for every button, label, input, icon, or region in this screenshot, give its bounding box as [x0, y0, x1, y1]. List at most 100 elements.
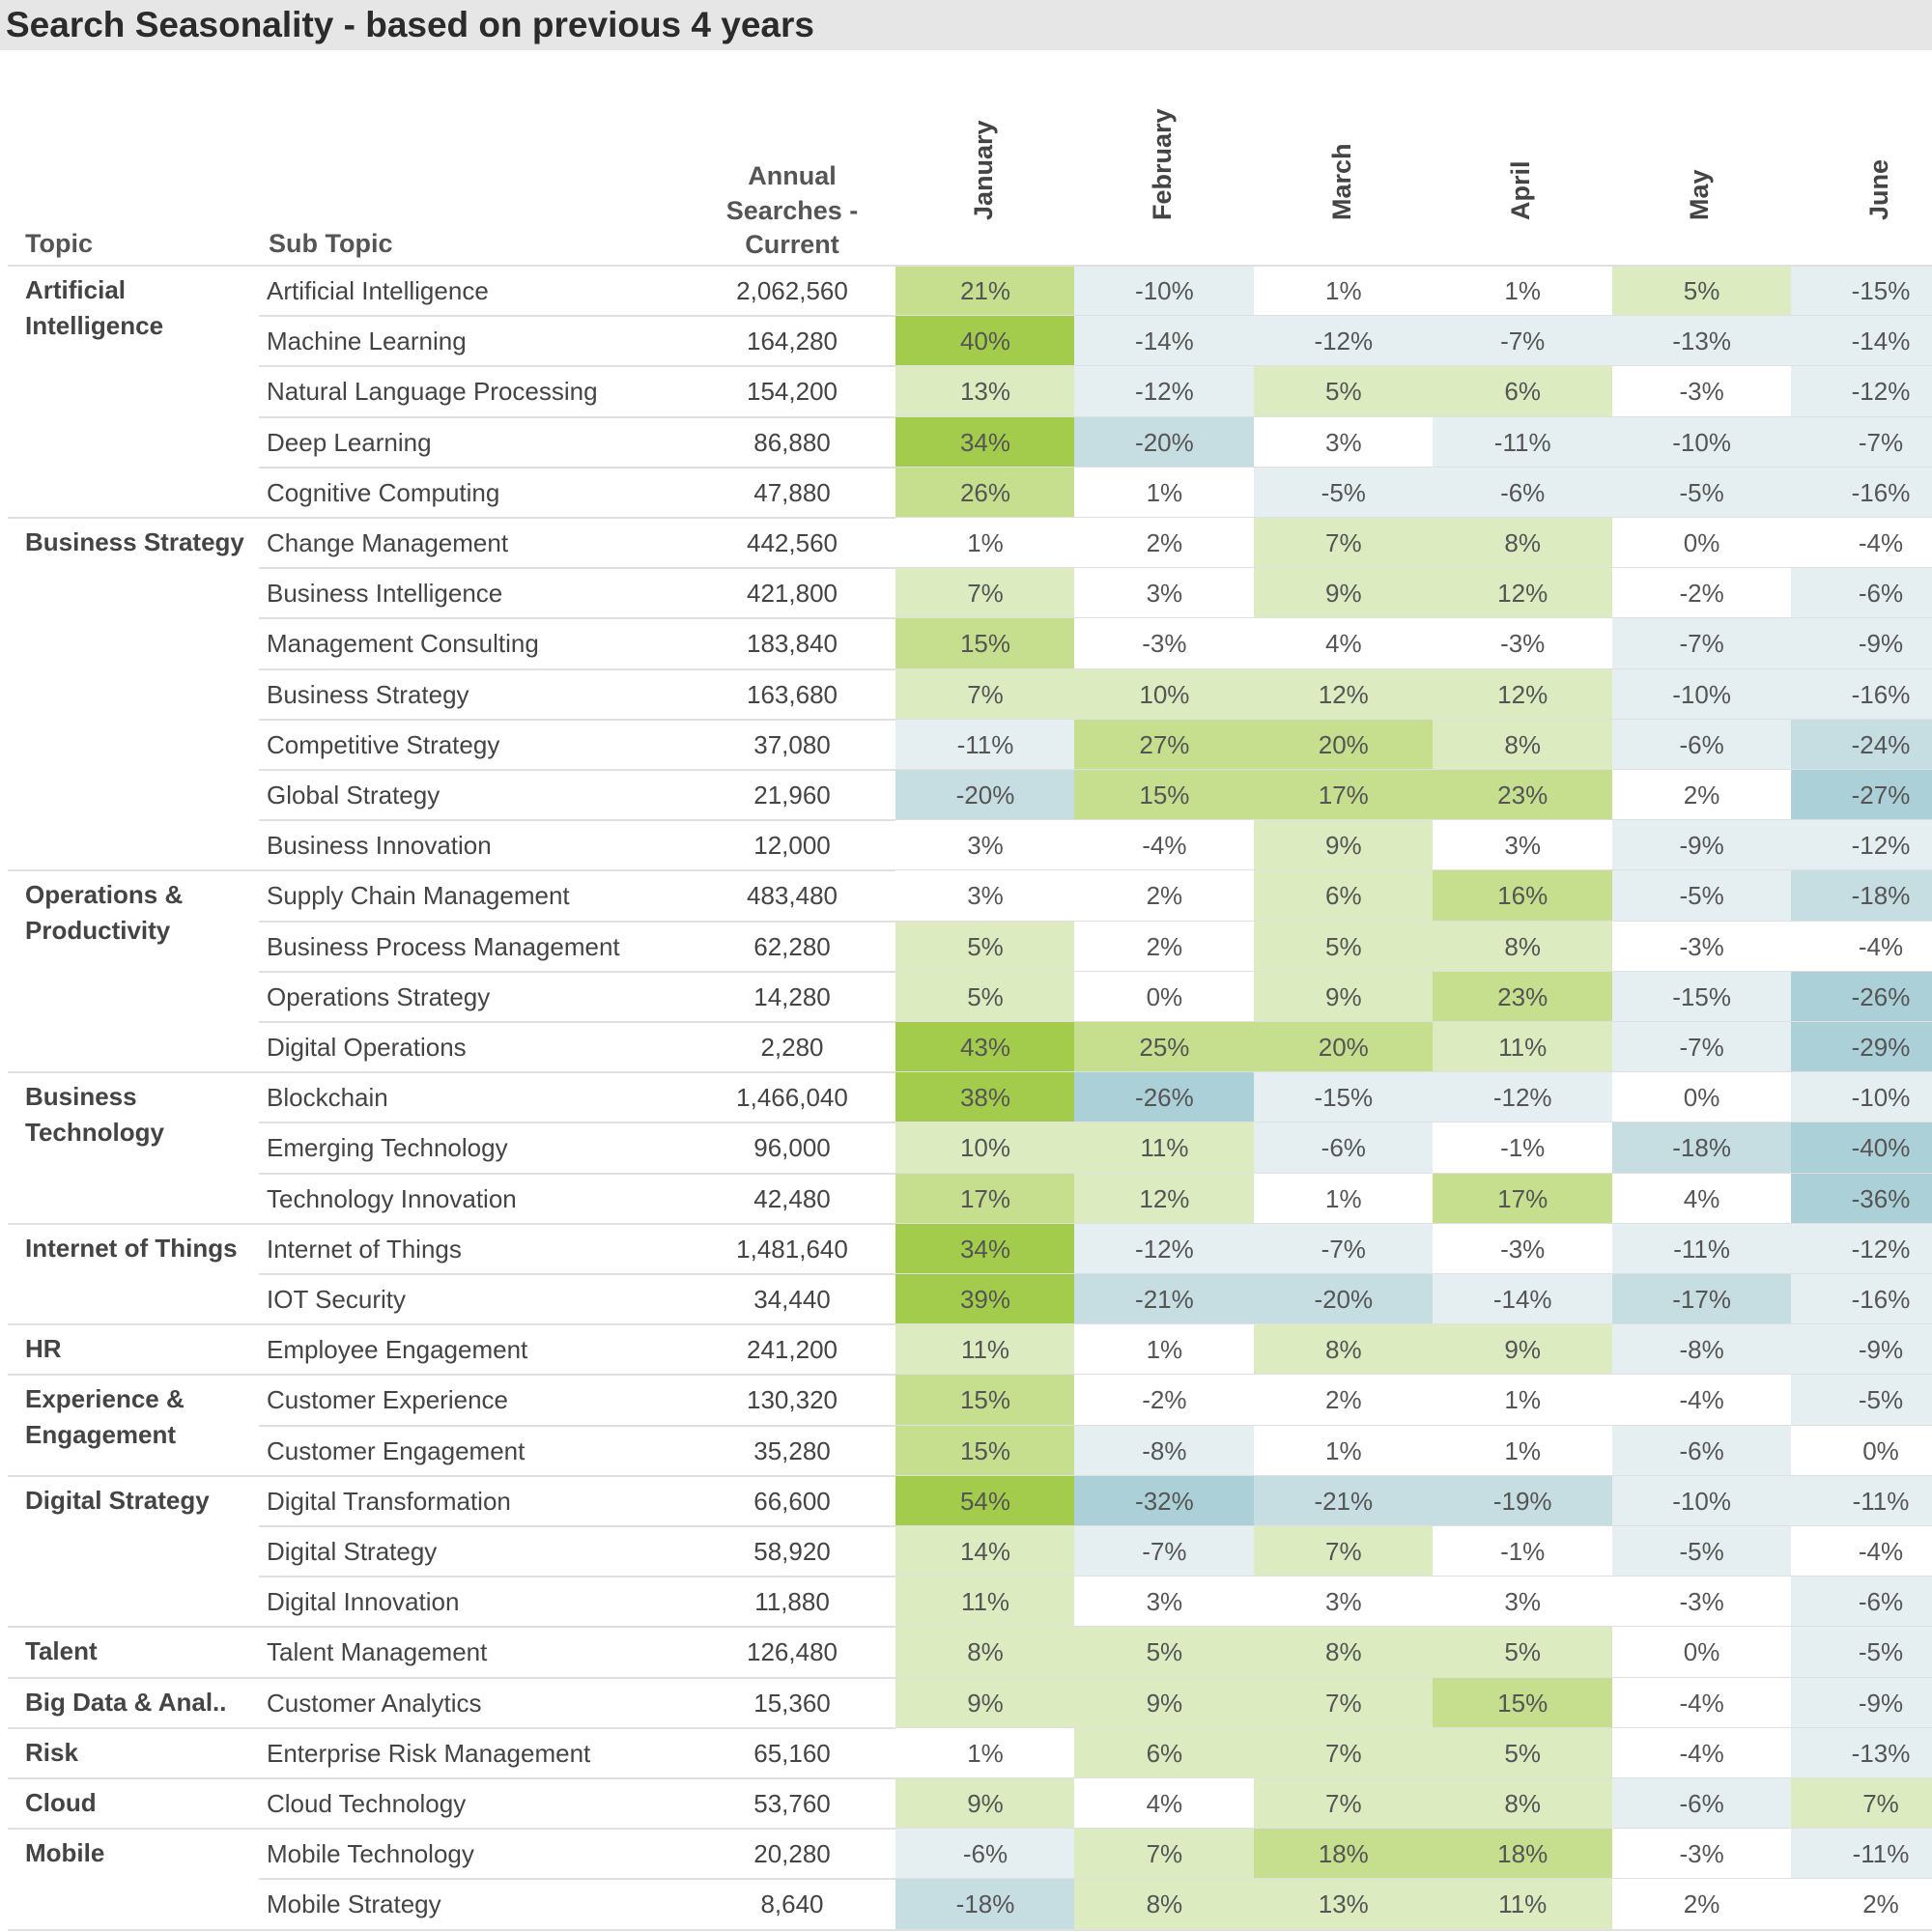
- seasonality-cell: -7%: [1253, 1223, 1434, 1274]
- seasonality-cell: -12%: [1791, 820, 1932, 871]
- seasonality-cell: 7%: [1253, 518, 1434, 569]
- seasonality-cell: -3%: [1611, 366, 1792, 417]
- seasonality-cell: -12%: [1791, 1223, 1932, 1274]
- seasonality-cell: 8%: [1433, 518, 1613, 569]
- seasonality-cell: 14%: [895, 1526, 1075, 1577]
- seasonality-cell: -6%: [895, 1829, 1075, 1880]
- seasonality-cell: -6%: [1791, 568, 1932, 619]
- seasonality-cell: 1%: [1253, 1173, 1434, 1224]
- seasonality-cell: -8%: [1074, 1425, 1255, 1476]
- topic-label: HR: [25, 1334, 62, 1364]
- seasonality-cell: 2%: [1791, 1879, 1932, 1930]
- seasonality-cell: 11%: [1074, 1122, 1255, 1174]
- annual-searches-value: 35,280: [753, 1435, 831, 1465]
- seasonality-cell: 43%: [895, 1022, 1075, 1073]
- sub-topic-label: Customer Experience: [267, 1385, 508, 1415]
- seasonality-cell: -7%: [1611, 618, 1792, 669]
- seasonality-cell: -13%: [1611, 316, 1792, 367]
- annual-searches-value: 86,880: [753, 427, 831, 457]
- annual-searches-value: 20,280: [753, 1839, 831, 1869]
- topic-label: Experience & Engagement: [25, 1384, 185, 1450]
- seasonality-cell: 8%: [1074, 1879, 1255, 1930]
- seasonality-cell: -15%: [1253, 1072, 1434, 1123]
- seasonality-cell: 1%: [1253, 266, 1434, 317]
- seasonality-cell: -4%: [1074, 820, 1255, 871]
- topic-label: Risk: [25, 1737, 78, 1767]
- topic-label: Business Technology: [25, 1082, 164, 1148]
- topic-label: Talent: [25, 1636, 98, 1666]
- topic-label: Cloud: [25, 1788, 97, 1817]
- seasonality-cell: -15%: [1791, 266, 1932, 317]
- seasonality-cell: -21%: [1253, 1475, 1434, 1526]
- sub-topic-label: Business Process Management: [267, 931, 620, 961]
- seasonality-cell: -19%: [1433, 1475, 1613, 1526]
- seasonality-cell: -2%: [1074, 1375, 1255, 1426]
- sub-topic-label: Technology Innovation: [267, 1183, 517, 1213]
- annual-searches-value: 12,000: [753, 831, 831, 861]
- seasonality-cell: -3%: [1433, 1223, 1613, 1274]
- seasonality-cell: -4%: [1791, 518, 1932, 569]
- month-header: February: [1148, 108, 1178, 220]
- annual-searches-value: 154,200: [747, 377, 838, 407]
- sub-topic-label: Supply Chain Management: [267, 881, 570, 911]
- seasonality-cell: 7%: [1253, 1526, 1434, 1577]
- seasonality-cell: 7%: [1253, 1677, 1434, 1728]
- seasonality-cell: 18%: [1433, 1829, 1613, 1880]
- annual-searches-value: 241,200: [747, 1335, 838, 1365]
- seasonality-cell: -11%: [1611, 1223, 1792, 1274]
- sub-topic-label: Customer Analytics: [267, 1688, 482, 1718]
- seasonality-cell: -3%: [1611, 921, 1792, 972]
- seasonality-cell: -24%: [1791, 719, 1932, 770]
- seasonality-cell: 7%: [895, 668, 1075, 720]
- sub-topic-label: Artificial Intelligence: [267, 276, 489, 305]
- annual-searches-value: 53,760: [753, 1789, 831, 1818]
- header-topic: Topic: [25, 229, 93, 258]
- seasonality-cell: 1%: [1433, 266, 1613, 317]
- annual-searches-value: 421,800: [747, 579, 838, 609]
- seasonality-cell: 5%: [1074, 1627, 1255, 1678]
- annual-searches-value: 8,640: [760, 1889, 824, 1919]
- seasonality-cell: 26%: [895, 467, 1075, 518]
- seasonality-cell: 9%: [1074, 1677, 1255, 1728]
- seasonality-cell: -7%: [1611, 1022, 1792, 1073]
- sub-topic-label: Talent Management: [267, 1637, 488, 1667]
- seasonality-cell: 3%: [1433, 1577, 1613, 1628]
- seasonality-cell: 4%: [1074, 1778, 1255, 1830]
- seasonality-cell: 7%: [1791, 1778, 1932, 1830]
- seasonality-cell: 3%: [1253, 1577, 1434, 1628]
- seasonality-cell: -12%: [1433, 1072, 1613, 1123]
- header-annual-line-2: Searches -: [725, 196, 859, 225]
- annual-searches-value: 1,481,640: [736, 1234, 848, 1264]
- seasonality-cell: -10%: [1611, 1475, 1792, 1526]
- seasonality-cell: -2%: [1611, 568, 1792, 619]
- seasonality-cell: -3%: [1074, 618, 1255, 669]
- seasonality-cell: -16%: [1791, 467, 1932, 518]
- month-header: January: [968, 120, 998, 220]
- seasonality-cell: -16%: [1791, 1274, 1932, 1325]
- seasonality-cell: 54%: [895, 1475, 1075, 1526]
- seasonality-cell: 3%: [895, 820, 1075, 871]
- sub-topic-label: Emerging Technology: [267, 1133, 508, 1163]
- seasonality-cell: 10%: [1074, 668, 1255, 720]
- seasonality-cell: 17%: [895, 1173, 1075, 1224]
- sub-topic-label: Internet of Things: [267, 1234, 462, 1264]
- seasonality-cell: -11%: [895, 719, 1075, 770]
- seasonality-cell: 2%: [1253, 1375, 1434, 1426]
- group-separator: [8, 1928, 1932, 1931]
- seasonality-cell: 1%: [1433, 1425, 1613, 1476]
- annual-searches-value: 2,062,560: [736, 276, 848, 305]
- seasonality-cell: -7%: [1791, 416, 1932, 468]
- header-separator: [8, 265, 1932, 267]
- seasonality-cell: 7%: [1253, 1727, 1434, 1778]
- annual-searches-value: 183,840: [747, 629, 838, 659]
- seasonality-cell: -5%: [1791, 1375, 1932, 1426]
- seasonality-cell: 4%: [1253, 618, 1434, 669]
- sub-topic-label: Natural Language Processing: [267, 377, 598, 407]
- seasonality-cell: 3%: [895, 870, 1075, 922]
- seasonality-cell: 5%: [1433, 1627, 1613, 1678]
- seasonality-cell: -32%: [1074, 1475, 1255, 1526]
- seasonality-cell: -21%: [1074, 1274, 1255, 1325]
- seasonality-cell: 9%: [895, 1778, 1075, 1830]
- seasonality-cell: -6%: [1611, 1425, 1792, 1476]
- topic-label: Mobile: [25, 1838, 105, 1868]
